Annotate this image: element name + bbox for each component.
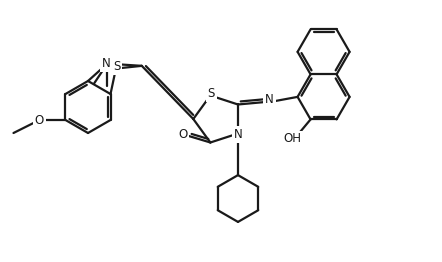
Text: N: N: [234, 128, 242, 141]
Text: OH: OH: [284, 133, 301, 145]
Text: N: N: [265, 93, 274, 106]
Text: S: S: [208, 87, 215, 100]
Text: S: S: [113, 60, 121, 73]
Text: N: N: [102, 57, 110, 70]
Text: O: O: [35, 113, 44, 127]
Text: O: O: [178, 128, 187, 141]
